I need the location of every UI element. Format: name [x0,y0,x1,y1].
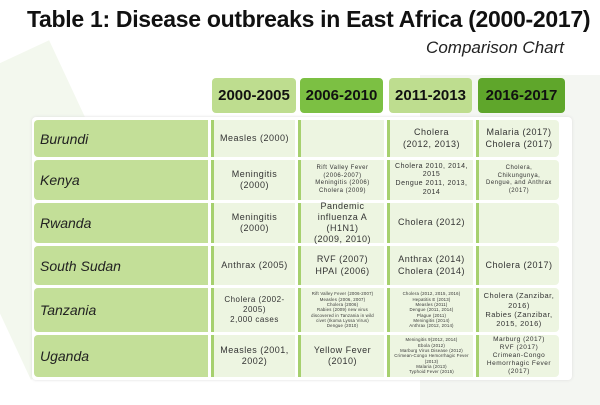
table-cell: Malaria (2017) Cholera (2017) [476,120,559,157]
table-row: Burundi Measles (2000) Cholera (2012, 20… [34,120,559,157]
table-cell: Cholera, Chikungunya, Dengue, and Anthra… [476,160,559,200]
page-title: Table 1: Disease outbreaks in East Afric… [27,6,591,32]
table-cell: Cholera (2017) [476,246,559,285]
table-row: Rwanda Meningitis (2000) Pandemic influe… [34,201,559,244]
table-row: South Sudan Anthrax (2005) RVF (2007) HP… [34,246,559,285]
table-row: Kenya Meningitis (2000) Rift Valley Feve… [34,160,559,200]
table-cell: Meningitis (2000) [211,203,295,243]
country-cell: South Sudan [34,246,208,285]
table-cell [298,120,384,157]
table-row: Tanzania Cholera (2002- 2005) 2,000 case… [34,288,559,332]
table-cell: Rift Valley Fever (2006-2007) Measles (2… [298,288,384,332]
table-cell: Cholera 2010, 2014, 2015 Dengue 2011, 20… [387,160,473,200]
column-header: 2016-2017 [478,78,565,113]
table-cell: Anthrax (2005) [211,246,295,285]
country-cell: Rwanda [34,203,208,243]
table-cell: Cholera (2012, 2015, 2016) Hepatitis E (… [387,288,473,332]
table-cell: Cholera (2012, 2013) [387,120,473,157]
country-cell: Tanzania [34,288,208,332]
country-cell: Uganda [34,335,208,377]
table-row: Uganda Measles (2001, 2002) Yellow Fever… [34,335,559,377]
table-cell: Anthrax (2014) Cholera (2014) [387,246,473,285]
table-cell: Rift Valley Fever (2006-2007) Meningitis… [298,160,384,200]
table-cell: Measles (2000) [211,120,295,157]
table-cell: Cholera (Zanzibar, 2016) Rabies (Zanziba… [476,288,559,332]
column-header: 2011-2013 [389,78,472,113]
table-cell: Measles (2001, 2002) [211,335,295,377]
table-cell: Marburg (2017) RVF (2017) Crimean-Congo … [476,335,559,377]
country-cell: Kenya [34,160,208,200]
table-cell [476,203,559,243]
table-cell: Cholera (2012) [387,203,473,243]
table-cell: Cholera (2002- 2005) 2,000 cases [211,288,295,332]
table-cell: Meningitis (2000) [211,160,295,200]
table-cell: Yellow Fever (2010) [298,335,384,377]
column-header: 2006-2010 [300,78,383,113]
outbreak-table: Burundi Measles (2000) Cholera (2012, 20… [32,117,572,380]
subtitle: Comparison Chart [426,38,564,57]
table-cell: RVF (2007) HPAI (2006) [298,246,384,285]
column-header: 2000-2005 [212,78,296,113]
table-cell: Pandemic influenza A (H1N1) (2009, 2010) [298,201,384,244]
table-cell: Meningitis 9(2012, 2014) Ebola (2012) Ma… [387,335,473,377]
country-cell: Burundi [34,120,208,157]
